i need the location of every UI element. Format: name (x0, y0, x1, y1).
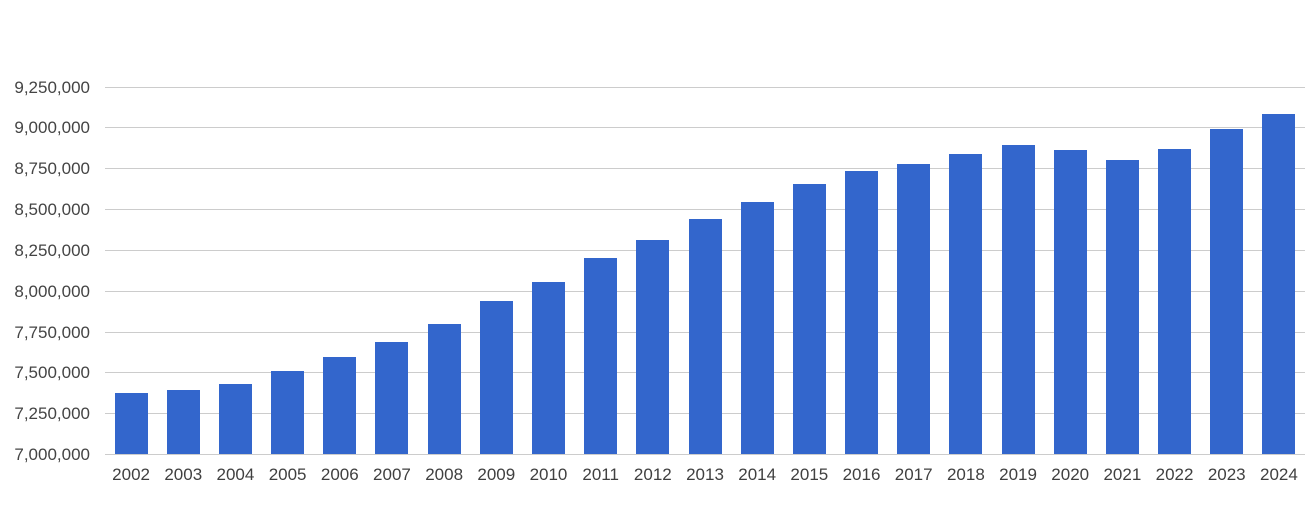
bar-2024[interactable] (1262, 113, 1296, 455)
bar-2020[interactable] (1053, 149, 1087, 455)
x-axis-tick-label: 2023 (1207, 465, 1246, 484)
bar-2006[interactable] (323, 357, 357, 455)
x-axis-tick-label: 2004 (216, 465, 255, 484)
bar-2011[interactable] (584, 258, 618, 455)
bar-2022[interactable] (1158, 148, 1192, 455)
y-axis-tick-label: 8,500,000 (14, 200, 90, 219)
x-axis-tick-label: 2022 (1155, 465, 1194, 484)
x-axis-tick-label: 2005 (268, 465, 307, 484)
bar-2009[interactable] (479, 300, 513, 455)
bar-2021[interactable] (1105, 159, 1139, 455)
y-axis-tick-label: 9,000,000 (14, 118, 90, 138)
x-axis-tick-label: 2015 (790, 465, 829, 484)
x-axis-tick-label: 2011 (582, 465, 619, 484)
bar-2005[interactable] (271, 370, 305, 455)
x-axis-tick-label: 2012 (633, 465, 672, 484)
x-axis-tick-label: 2003 (164, 465, 203, 484)
x-axis-tick-label: 2008 (425, 465, 464, 484)
x-axis-tick-label: 2024 (1259, 465, 1298, 484)
bar-2016[interactable] (845, 170, 879, 455)
x-axis-tick-label: 2017 (894, 465, 933, 484)
bar-2018[interactable] (949, 154, 983, 455)
x-axis-tick-label: 2016 (842, 465, 881, 484)
y-axis-tick-label: 7,750,000 (14, 322, 90, 342)
x-axis-tick-label: 2014 (738, 465, 777, 484)
y-axis-tick-label: 7,000,000 (14, 445, 90, 464)
x-axis-tick-label: 2009 (477, 465, 516, 484)
bar-2002[interactable] (114, 393, 148, 455)
bar-2010[interactable] (531, 282, 565, 455)
bar-2023[interactable] (1210, 128, 1244, 455)
x-axis-tick-label: 2020 (1051, 465, 1090, 484)
bar-2014[interactable] (740, 201, 774, 455)
gridline (105, 86, 1305, 88)
y-axis-tick-label: 7,250,000 (14, 404, 90, 424)
gridline (105, 168, 1305, 170)
y-axis-tick-label: 7,500,000 (14, 363, 90, 383)
gridline (105, 209, 1305, 210)
bar-2008[interactable] (427, 323, 461, 455)
bar-2007[interactable] (375, 342, 409, 455)
bar-2003[interactable] (166, 390, 200, 455)
x-axis-tick-label: 2018 (946, 465, 985, 484)
x-axis-tick-label: 2019 (999, 465, 1037, 484)
y-axis-tick-label: 8,750,000 (14, 159, 90, 179)
y-axis-tick-label: 8,250,000 (14, 240, 90, 260)
y-axis-tick-label: 9,250,000 (14, 77, 90, 97)
bar-2012[interactable] (636, 239, 670, 455)
bar-2017[interactable] (897, 164, 931, 455)
x-axis-tick-label: 2007 (373, 465, 411, 484)
x-axis-tick-label: 2013 (686, 465, 724, 484)
y-axis-tick-label: 8,000,000 (14, 281, 90, 301)
x-axis-tick-label: 2021 (1103, 465, 1142, 484)
x-axis-tick-label: 2002 (112, 465, 150, 484)
x-axis-tick-label: 2006 (320, 465, 359, 484)
bar-2013[interactable] (688, 219, 722, 455)
gridline (105, 127, 1305, 129)
bar-2004[interactable] (218, 384, 252, 455)
bar-2019[interactable] (1001, 145, 1035, 455)
x-axis-tick-label: 2010 (529, 465, 568, 484)
gridline (105, 454, 1305, 455)
bar-2015[interactable] (792, 183, 826, 455)
